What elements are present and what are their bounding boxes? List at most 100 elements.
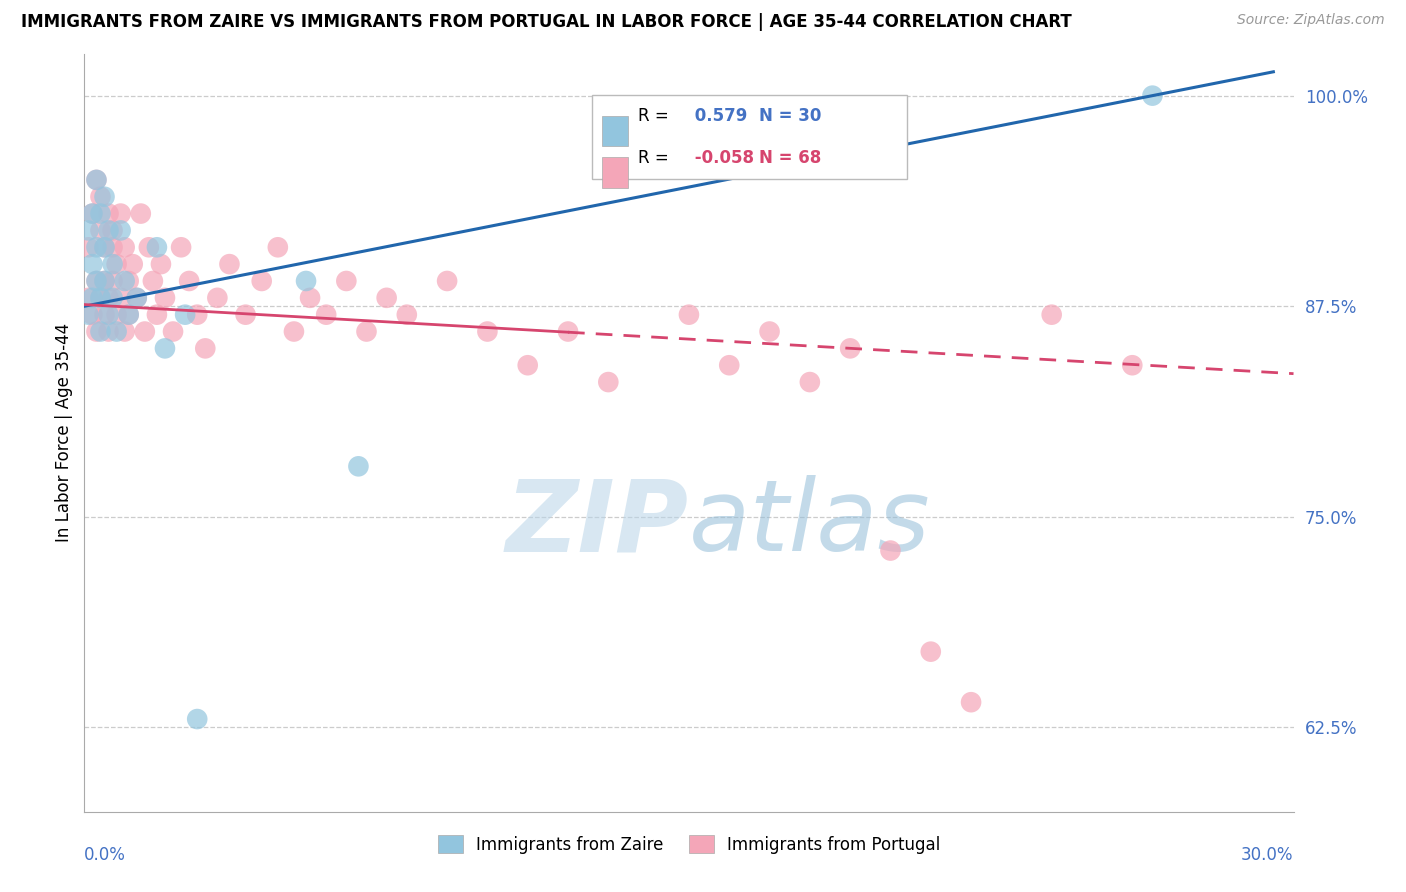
Point [86, 274, 108, 288]
Point [77, 240, 100, 254]
Point [89, 206, 111, 220]
Point [86, 173, 108, 187]
Point [1121, 358, 1143, 372]
Point [356, 325, 378, 339]
Point [436, 274, 458, 288]
Point [1142, 88, 1164, 103]
Point [101, 240, 124, 254]
Point [105, 308, 128, 322]
Point [89, 325, 111, 339]
Point [110, 206, 132, 220]
Point [179, 274, 201, 288]
Text: R =: R = [638, 149, 669, 167]
Point [129, 206, 152, 220]
Point [105, 257, 128, 271]
Point [315, 308, 337, 322]
Text: IMMIGRANTS FROM ZAIRE VS IMMIGRANTS FROM PORTUGAL IN LABOR FORCE | AGE 35-44 COR: IMMIGRANTS FROM ZAIRE VS IMMIGRANTS FROM… [21, 13, 1071, 31]
Point [77, 223, 100, 237]
Point [142, 274, 165, 288]
Point [114, 240, 136, 254]
Point [207, 291, 229, 305]
Point [153, 342, 176, 356]
Point [250, 274, 273, 288]
Bar [592, 95, 907, 178]
Point [375, 291, 398, 305]
Point [267, 240, 290, 254]
Point [121, 257, 143, 271]
Point [125, 291, 148, 305]
Point [283, 325, 305, 339]
Point [186, 308, 208, 322]
Legend: Immigrants from Zaire, Immigrants from Portugal: Immigrants from Zaire, Immigrants from P… [432, 829, 946, 860]
Point [718, 358, 741, 372]
Point [1040, 308, 1063, 322]
Point [186, 712, 208, 726]
Point [879, 543, 901, 558]
Text: N = 30: N = 30 [759, 107, 821, 125]
Point [105, 325, 128, 339]
Text: R =: R = [638, 107, 669, 125]
Point [557, 325, 579, 339]
Text: 30.0%: 30.0% [1241, 846, 1294, 863]
Bar [602, 115, 628, 145]
Point [134, 325, 156, 339]
Point [77, 291, 100, 305]
Point [960, 695, 983, 709]
Point [138, 240, 160, 254]
Point [235, 308, 257, 322]
Point [82, 291, 104, 305]
Point [82, 257, 104, 271]
Point [89, 190, 111, 204]
Point [118, 308, 141, 322]
Point [678, 308, 700, 322]
Point [799, 375, 821, 389]
Point [114, 325, 136, 339]
Point [82, 308, 104, 322]
Text: 0.579: 0.579 [689, 107, 748, 125]
Point [97, 308, 120, 322]
Point [101, 257, 124, 271]
Point [395, 308, 418, 322]
Point [477, 325, 499, 339]
Point [97, 325, 120, 339]
Point [295, 274, 318, 288]
Point [194, 342, 217, 356]
Point [162, 325, 184, 339]
Point [218, 257, 240, 271]
Point [93, 274, 115, 288]
Point [93, 240, 115, 254]
Point [920, 645, 942, 659]
Point [758, 325, 780, 339]
Point [118, 274, 141, 288]
Point [125, 291, 148, 305]
Point [97, 223, 120, 237]
Text: -0.058: -0.058 [689, 149, 754, 167]
Text: N = 68: N = 68 [759, 149, 821, 167]
Point [149, 257, 172, 271]
Point [335, 274, 357, 288]
Point [89, 223, 111, 237]
Point [347, 459, 370, 474]
Point [101, 291, 124, 305]
Point [86, 325, 108, 339]
Point [89, 291, 111, 305]
Point [82, 206, 104, 220]
Point [97, 291, 120, 305]
Point [110, 223, 132, 237]
Point [89, 291, 111, 305]
Point [598, 375, 620, 389]
Point [101, 274, 124, 288]
Point [110, 291, 132, 305]
Point [153, 291, 176, 305]
Point [839, 342, 862, 356]
Point [146, 308, 169, 322]
Point [93, 190, 115, 204]
Point [93, 308, 115, 322]
Text: atlas: atlas [689, 475, 931, 572]
Point [93, 274, 115, 288]
Text: ZIP: ZIP [506, 475, 689, 572]
Text: Source: ZipAtlas.com: Source: ZipAtlas.com [1237, 13, 1385, 28]
Point [299, 291, 322, 305]
Point [170, 240, 193, 254]
Point [86, 240, 108, 254]
